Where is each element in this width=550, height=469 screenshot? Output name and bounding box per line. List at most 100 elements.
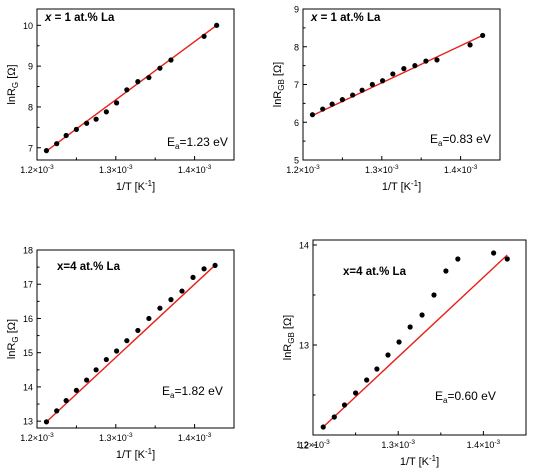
data-point (168, 297, 174, 303)
data-point (63, 132, 69, 139)
y-tick-label: 13 (299, 341, 309, 351)
y-tick-label: 8 (294, 42, 299, 52)
y-tick-label: 17 (23, 280, 33, 290)
data-point (353, 390, 359, 396)
data-point (467, 42, 473, 48)
panel-1: 7 8 9 10 1.2×10-3 1.3×10-3 1.4×10-3 1/T [K-1] ln… (6, 8, 235, 193)
data-point (423, 58, 429, 64)
data-point (84, 120, 90, 126)
data-point (491, 250, 497, 256)
data-point (168, 57, 174, 63)
data-point (329, 101, 335, 107)
data-point (407, 324, 413, 330)
x-tick-label: 1.2×10-3 (20, 164, 54, 175)
x-tick-label: 1.4×10-3 (178, 164, 212, 175)
y-tick-label: 9 (28, 62, 33, 72)
data-point (309, 112, 316, 118)
data-point (401, 66, 407, 72)
y-axis-label: lnRGB [Ω] (272, 62, 286, 107)
panel-label: x = 1 at.% La (310, 12, 381, 24)
data-point (135, 79, 141, 85)
data-point (214, 22, 220, 28)
data-point (419, 312, 425, 318)
data-point (396, 339, 402, 345)
data-point (201, 266, 207, 272)
plot-frame (312, 239, 527, 436)
activation-energy-label: Ea=1.23 eV (167, 135, 228, 151)
data-point (146, 315, 152, 322)
fit-line (312, 34, 483, 117)
y-tick-label: 7 (28, 143, 33, 153)
y-axis-label: lnRGB [Ω] (282, 315, 296, 360)
y-tick-label: 10 (23, 21, 33, 31)
data-point (135, 327, 141, 334)
data-point (190, 274, 196, 280)
data-point (54, 141, 60, 147)
data-point (124, 87, 130, 93)
data-point (320, 424, 326, 430)
x-axis-label: 1/T [K-1] (400, 454, 439, 468)
data-point (124, 338, 130, 344)
y-tick-label: 12 (299, 441, 309, 451)
data-point (54, 408, 60, 414)
data-point (331, 414, 337, 420)
data-point (455, 256, 461, 262)
x-tick-label: 1.3×10-3 (99, 432, 133, 443)
data-point (93, 367, 99, 373)
x-axis-label: 1/T [K-1] (116, 179, 155, 193)
fit-line (45, 263, 218, 423)
data-point (369, 81, 375, 88)
data-point (103, 356, 109, 363)
y-axis-label: lnRG [Ω] (6, 319, 20, 359)
data-point (113, 348, 120, 354)
x-tick-label: 1.2×10-3 (286, 164, 320, 175)
x-tick-label: 1.4×10-3 (467, 439, 501, 450)
fit-line (322, 254, 508, 428)
activation-energy-label: Ea=0.83 eV (430, 132, 491, 148)
x-tick-label: 1.3×10-3 (99, 164, 133, 175)
plot-frame (36, 8, 235, 161)
panel-label: x = 1 at.% La (44, 12, 115, 24)
data-point (390, 71, 396, 77)
y-tick-label: 7 (294, 80, 299, 90)
activation-energy-label: Ea=0.60 eV (435, 389, 496, 405)
data-point (364, 377, 370, 383)
activation-energy-label: Ea=1.82 eV (162, 384, 223, 400)
panel-label: x=4 at.% La (57, 261, 121, 273)
data-point (350, 92, 356, 98)
data-point (103, 109, 109, 115)
panel-3: 13 14 15 16 17 18 1.2×10-3 1.3×10-3 1.4×10-3 1/T … (6, 246, 235, 461)
panel-4: 12 13 14 1.2×10-3 1.3×10-3 1.4×10-3 1/T [K-1] l… (282, 239, 527, 468)
data-point (73, 387, 79, 393)
data-point (146, 74, 152, 81)
data-point (179, 288, 185, 294)
fit-line (46, 24, 218, 152)
x-tick-label: 1.2×10-3 (296, 439, 330, 450)
panel-2: 5 6 7 8 9 1.2×10-3 1.3×10-3 1.4×10-3 1/T [K-1] ln… (272, 5, 501, 193)
x-tick-label: 1.4×10-3 (444, 164, 478, 175)
y-tick-label: 5 (294, 156, 299, 166)
data-point (63, 398, 69, 404)
data-point (431, 292, 437, 298)
x-tick-label: 1.3×10-3 (381, 439, 415, 450)
data-point (379, 78, 386, 84)
data-point (443, 268, 449, 274)
data-point (157, 305, 163, 311)
data-point (339, 97, 345, 103)
data-point (320, 106, 326, 112)
data-point (359, 87, 365, 93)
x-axis-label: 1/T [K-1] (116, 447, 155, 461)
y-tick-label: 15 (23, 348, 33, 358)
data-point (374, 366, 380, 372)
y-tick-label: 16 (23, 314, 33, 324)
panel-label: x=4 at.% La (343, 266, 407, 278)
y-tick-label: 8 (28, 102, 33, 112)
data-point (201, 33, 207, 39)
data-point (84, 377, 90, 383)
x-tick-label: 1.4×10-3 (178, 432, 212, 443)
data-point (43, 148, 50, 154)
data-point (212, 262, 218, 269)
plot-frame (36, 249, 235, 429)
data-point (157, 65, 163, 71)
